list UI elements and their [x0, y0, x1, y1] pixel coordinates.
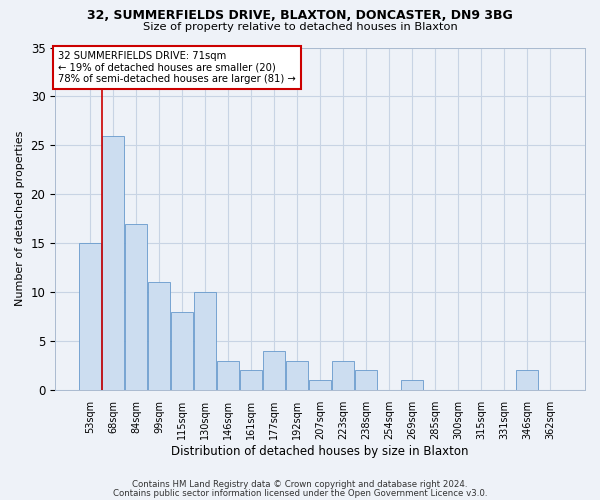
Bar — [217, 360, 239, 390]
Bar — [125, 224, 147, 390]
Bar — [240, 370, 262, 390]
Bar — [79, 243, 101, 390]
Bar — [332, 360, 354, 390]
Bar — [194, 292, 216, 390]
Text: 32 SUMMERFIELDS DRIVE: 71sqm
← 19% of detached houses are smaller (20)
78% of se: 32 SUMMERFIELDS DRIVE: 71sqm ← 19% of de… — [58, 51, 296, 84]
Bar — [171, 312, 193, 390]
Y-axis label: Number of detached properties: Number of detached properties — [15, 131, 25, 306]
Bar — [401, 380, 423, 390]
Bar — [516, 370, 538, 390]
Text: Contains HM Land Registry data © Crown copyright and database right 2024.: Contains HM Land Registry data © Crown c… — [132, 480, 468, 489]
Text: Contains public sector information licensed under the Open Government Licence v3: Contains public sector information licen… — [113, 489, 487, 498]
Text: 32, SUMMERFIELDS DRIVE, BLAXTON, DONCASTER, DN9 3BG: 32, SUMMERFIELDS DRIVE, BLAXTON, DONCAST… — [87, 9, 513, 22]
Bar — [309, 380, 331, 390]
Bar — [263, 350, 285, 390]
Bar — [355, 370, 377, 390]
X-axis label: Distribution of detached houses by size in Blaxton: Distribution of detached houses by size … — [172, 444, 469, 458]
Text: Size of property relative to detached houses in Blaxton: Size of property relative to detached ho… — [143, 22, 457, 32]
Bar — [286, 360, 308, 390]
Bar — [148, 282, 170, 390]
Bar — [102, 136, 124, 390]
